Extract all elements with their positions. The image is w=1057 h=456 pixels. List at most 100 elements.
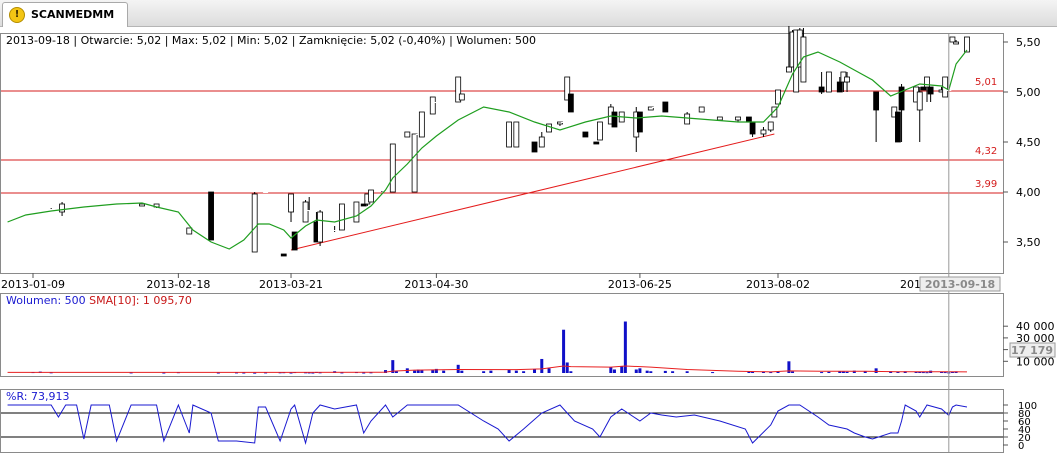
volume-bar [827, 371, 831, 373]
sma-line [7, 49, 968, 250]
price-tick-label: 3,50 [1016, 236, 1041, 249]
volume-bar [340, 372, 344, 374]
volume-bar [384, 370, 388, 373]
volume-bar [434, 368, 438, 373]
candle-body [353, 201, 360, 223]
wr-panel [1, 403, 1003, 445]
candle-body [593, 141, 600, 145]
candle-body [441, 102, 447, 103]
volume-panel [7, 321, 967, 374]
wr-line [7, 403, 968, 445]
volume-bar [489, 370, 493, 373]
volume-bar [791, 371, 795, 373]
candle-body [404, 131, 411, 138]
volume-bar [413, 370, 417, 373]
candle-body [953, 41, 959, 45]
volume-bar [751, 371, 755, 373]
volume-bar [391, 360, 395, 373]
tab-scanmedmm[interactable]: ! SCANMEDMM [2, 2, 128, 27]
candle-body [106, 209, 112, 210]
volume-bar [460, 370, 464, 373]
candle-body [458, 93, 465, 101]
candle-body [12, 210, 18, 211]
stock-chart[interactable]: 2013-09-18 | Otwarcie: 5,02 | Max: 5,02 … [0, 26, 1057, 456]
volume-bar [311, 372, 315, 374]
warning-icon: ! [9, 7, 25, 23]
volume-tick-label: 40 000 [1016, 320, 1055, 333]
candle-body [280, 253, 287, 257]
candle-body [582, 131, 589, 138]
candle-body [208, 191, 214, 241]
volume-bar [620, 365, 624, 373]
candle-body [710, 112, 716, 113]
candle-body [851, 82, 857, 83]
candle-body [898, 86, 905, 111]
candle-body [611, 111, 618, 128]
volume-bar [645, 370, 649, 373]
volume-bar [456, 364, 460, 373]
volume-panel-frame [0, 293, 1004, 377]
candle-body [332, 230, 338, 231]
volume-bar [609, 367, 613, 373]
candle-body [234, 254, 240, 255]
volume-bar [918, 371, 922, 373]
volume-bar [889, 371, 893, 373]
volume-bar [921, 372, 925, 374]
volume-bar [442, 370, 446, 373]
candle-body [415, 134, 421, 135]
candle-body [760, 129, 767, 135]
candle-body [241, 254, 247, 255]
volume-bar [533, 369, 537, 373]
volume-bar [852, 370, 856, 373]
volume-tick-label: 30 000 [1016, 332, 1055, 345]
volume-bar [776, 371, 780, 373]
candle-body [920, 86, 927, 91]
candle-body [393, 142, 399, 143]
candle-body [306, 210, 312, 211]
candle-body [749, 121, 756, 135]
tab-bar: ! SCANMEDMM [0, 0, 1057, 27]
info-bar: 2013-09-18 | Otwarcie: 5,02 | Max: 5,02 … [6, 34, 536, 47]
volume-bar [431, 369, 435, 373]
candle-body [786, 66, 792, 73]
date-tick-label: 2013-08-02 [746, 278, 810, 291]
volume-bar [162, 372, 166, 374]
volume-bar [514, 370, 518, 373]
candle-body [513, 121, 520, 148]
date-tick-label-partial: 201 [900, 278, 921, 291]
info-date: 2013-09-18 [6, 34, 70, 47]
wr-value-label: %R: 73,913 [6, 390, 69, 403]
info-volume: Wolumen: 500 [456, 34, 536, 47]
volume-bar [612, 369, 616, 373]
volume-bar [663, 370, 667, 373]
candle-body [291, 231, 298, 251]
candle-body [924, 76, 930, 88]
candle-body [226, 254, 232, 255]
candle-body [964, 36, 970, 53]
volume-bar [863, 371, 867, 373]
volume-bar [507, 369, 511, 373]
volume-bar [216, 372, 220, 374]
candle-body [481, 127, 487, 128]
horizontal-line-label: 3,99 [975, 179, 997, 190]
candle-body [815, 54, 821, 55]
candle-body [873, 91, 880, 111]
candle-body [775, 89, 781, 105]
candle-body [59, 203, 65, 213]
date-tick-label: 2013-02-18 [146, 278, 210, 291]
volume-bar [914, 371, 918, 373]
wr-tick-label: 100 [1018, 401, 1037, 412]
candle-body [597, 121, 603, 141]
candle-body [538, 136, 545, 148]
volume-bar [242, 372, 246, 374]
price-tick-label: 4,00 [1016, 186, 1041, 199]
candle-body [48, 209, 54, 210]
wr-tick-label: 60 [1018, 417, 1031, 428]
candle-body [302, 201, 309, 223]
candle-body [277, 252, 283, 253]
candle-body [30, 210, 36, 211]
volume-label: Wolumen: 500 SMA[10]: 1 095,70 [6, 294, 192, 307]
date-tick-label: 2013-04-30 [404, 278, 468, 291]
volume-bar [943, 372, 947, 374]
date-tick-label: 2013-03-21 [259, 278, 323, 291]
